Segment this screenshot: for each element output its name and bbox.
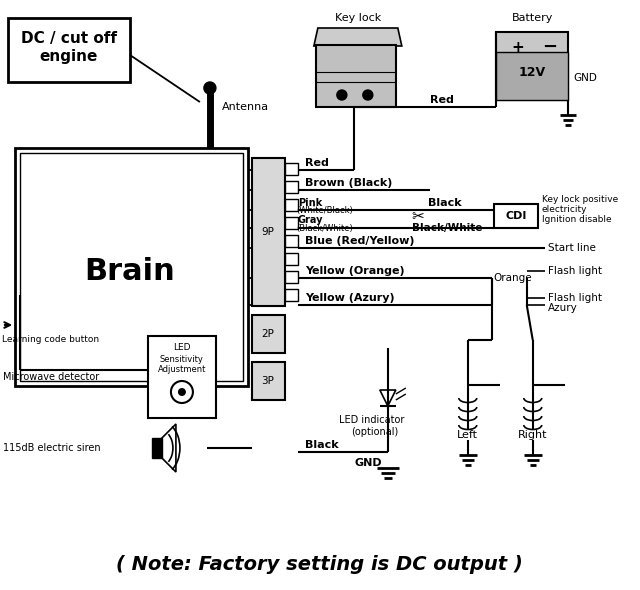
Text: Ignition disable: Ignition disable: [541, 215, 611, 225]
Circle shape: [204, 82, 216, 94]
Bar: [285, 163, 298, 175]
Text: Learning code button: Learning code button: [2, 336, 99, 345]
Circle shape: [178, 388, 186, 396]
Text: Right: Right: [518, 430, 547, 440]
Text: DC / cut off: DC / cut off: [21, 31, 117, 45]
Text: Adjustment: Adjustment: [157, 365, 206, 375]
Bar: [252, 362, 285, 400]
Bar: [285, 181, 298, 193]
Text: GND: GND: [354, 458, 381, 468]
Text: electricity: electricity: [541, 205, 588, 215]
Polygon shape: [314, 28, 402, 46]
Bar: [285, 217, 298, 229]
Text: Yellow (Azury): Yellow (Azury): [305, 293, 394, 303]
Text: 9P: 9P: [261, 227, 275, 237]
Bar: [15, 148, 248, 386]
Text: LED: LED: [173, 343, 191, 352]
Text: 115dB electric siren: 115dB electric siren: [3, 443, 100, 453]
Bar: [496, 32, 568, 100]
Text: GND: GND: [573, 73, 598, 83]
Text: Black/White: Black/White: [412, 223, 482, 233]
Bar: [148, 336, 216, 418]
Text: Flash light: Flash light: [548, 293, 602, 303]
Bar: [494, 204, 538, 228]
Text: Azury: Azury: [548, 303, 577, 313]
Text: Left: Left: [458, 430, 478, 440]
Text: Key lock positive: Key lock positive: [541, 195, 618, 205]
Text: Pink: Pink: [298, 198, 322, 208]
Text: Flash light: Flash light: [548, 266, 602, 276]
Text: (Black/White): (Black/White): [296, 225, 353, 234]
Text: CDI: CDI: [505, 211, 527, 221]
Bar: [285, 271, 298, 283]
Circle shape: [363, 90, 373, 100]
Text: 2P: 2P: [261, 329, 275, 339]
Text: Black: Black: [428, 198, 461, 208]
Text: Antenna: Antenna: [222, 102, 269, 112]
Circle shape: [171, 381, 193, 403]
Text: 12V: 12V: [518, 65, 545, 78]
Text: Sensitivity: Sensitivity: [160, 355, 204, 363]
Text: (optional): (optional): [351, 427, 399, 437]
Bar: [285, 253, 298, 265]
Text: Yellow (Orange): Yellow (Orange): [305, 266, 404, 276]
Text: Battery: Battery: [512, 13, 554, 23]
Text: Red: Red: [430, 95, 454, 105]
Text: (White/Black): (White/Black): [296, 206, 353, 215]
Text: ( Note: Factory setting is DC output ): ( Note: Factory setting is DC output ): [116, 556, 524, 575]
Bar: [285, 199, 298, 211]
Text: Red: Red: [305, 158, 329, 168]
Text: Brown (Black): Brown (Black): [305, 178, 392, 188]
Text: Microwave detector: Microwave detector: [3, 372, 99, 382]
Bar: [252, 315, 285, 353]
Text: −: −: [542, 38, 557, 56]
Bar: [285, 235, 298, 247]
Polygon shape: [152, 438, 162, 458]
Bar: [285, 289, 298, 301]
Text: 3P: 3P: [261, 376, 275, 386]
Text: engine: engine: [40, 50, 98, 64]
Text: LED indicator: LED indicator: [339, 415, 404, 425]
Bar: [8, 18, 130, 82]
Bar: [20, 153, 243, 381]
Text: Blue (Red/Yellow): Blue (Red/Yellow): [305, 236, 414, 246]
Text: Black: Black: [305, 440, 339, 450]
Text: Brain: Brain: [84, 257, 175, 287]
Text: Start line: Start line: [548, 243, 596, 253]
Text: Key lock: Key lock: [335, 13, 381, 23]
Text: ✂: ✂: [412, 209, 424, 225]
Bar: [252, 158, 285, 306]
Bar: [496, 52, 568, 100]
Text: Gray: Gray: [298, 215, 323, 225]
Bar: [316, 45, 396, 107]
Text: Orange: Orange: [494, 273, 532, 283]
Text: +: +: [511, 40, 524, 54]
Circle shape: [337, 90, 347, 100]
